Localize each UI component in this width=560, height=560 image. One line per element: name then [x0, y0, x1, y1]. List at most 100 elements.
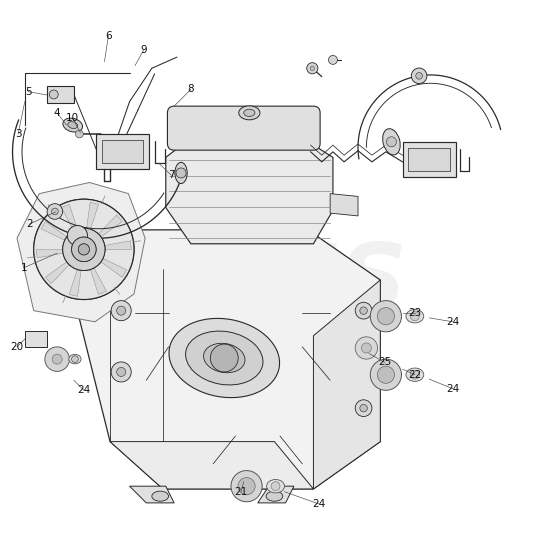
Circle shape [370, 301, 402, 332]
Ellipse shape [406, 310, 424, 323]
Circle shape [63, 228, 105, 270]
Circle shape [47, 204, 63, 220]
Circle shape [72, 356, 78, 362]
Circle shape [34, 199, 134, 300]
FancyBboxPatch shape [408, 148, 450, 171]
Polygon shape [87, 259, 106, 295]
Text: 5: 5 [25, 87, 31, 97]
Ellipse shape [152, 491, 169, 501]
Circle shape [411, 68, 427, 83]
Text: 2: 2 [26, 220, 32, 229]
Circle shape [72, 237, 96, 262]
Circle shape [361, 343, 371, 353]
Polygon shape [62, 204, 81, 240]
Circle shape [355, 302, 372, 319]
Circle shape [386, 137, 396, 147]
Circle shape [78, 244, 90, 255]
Polygon shape [17, 183, 145, 322]
Polygon shape [129, 486, 174, 503]
Polygon shape [36, 249, 74, 258]
Ellipse shape [68, 122, 78, 129]
Polygon shape [87, 259, 106, 295]
Ellipse shape [69, 354, 81, 364]
Circle shape [176, 168, 186, 178]
Circle shape [49, 90, 58, 99]
Circle shape [76, 130, 83, 138]
Text: 7: 7 [168, 170, 175, 180]
Circle shape [34, 199, 134, 300]
Ellipse shape [266, 491, 283, 501]
Polygon shape [92, 254, 127, 277]
Circle shape [377, 366, 394, 383]
Ellipse shape [203, 343, 245, 373]
Text: 24: 24 [446, 384, 459, 394]
Circle shape [116, 367, 125, 376]
Polygon shape [85, 202, 99, 240]
Text: 22: 22 [408, 370, 422, 380]
Ellipse shape [267, 479, 284, 493]
Polygon shape [45, 255, 76, 283]
Polygon shape [91, 215, 122, 244]
Polygon shape [94, 241, 131, 249]
Polygon shape [71, 230, 380, 489]
FancyBboxPatch shape [25, 332, 47, 347]
Text: 23: 23 [408, 309, 422, 319]
Circle shape [116, 306, 125, 315]
FancyBboxPatch shape [102, 139, 143, 163]
FancyBboxPatch shape [167, 106, 320, 150]
Circle shape [360, 307, 367, 314]
Circle shape [310, 66, 315, 71]
Ellipse shape [169, 319, 279, 398]
Ellipse shape [63, 118, 82, 132]
Polygon shape [41, 222, 76, 245]
Circle shape [410, 370, 419, 379]
Text: 20: 20 [11, 342, 24, 352]
Circle shape [377, 307, 394, 325]
Polygon shape [166, 138, 333, 244]
Circle shape [360, 404, 367, 412]
Circle shape [231, 470, 262, 502]
Ellipse shape [239, 106, 260, 120]
Polygon shape [69, 259, 82, 296]
Text: 3: 3 [15, 129, 21, 139]
FancyBboxPatch shape [47, 86, 74, 103]
FancyBboxPatch shape [403, 142, 455, 177]
Circle shape [72, 237, 96, 262]
Polygon shape [45, 255, 76, 283]
Circle shape [355, 400, 372, 417]
Ellipse shape [175, 162, 187, 184]
Polygon shape [69, 259, 82, 296]
Text: 4: 4 [54, 108, 60, 118]
Circle shape [52, 354, 62, 364]
Text: 10: 10 [66, 114, 80, 123]
Polygon shape [36, 249, 74, 258]
Polygon shape [330, 194, 358, 216]
Circle shape [271, 482, 280, 491]
Text: 24: 24 [312, 499, 325, 509]
Circle shape [307, 63, 318, 74]
Text: 25: 25 [378, 357, 391, 367]
Circle shape [355, 337, 377, 359]
Circle shape [238, 478, 255, 494]
Polygon shape [85, 202, 99, 240]
Polygon shape [94, 241, 131, 249]
Circle shape [370, 359, 402, 390]
Polygon shape [62, 204, 81, 240]
Circle shape [416, 72, 422, 79]
Polygon shape [258, 486, 294, 503]
Ellipse shape [244, 109, 255, 116]
Circle shape [410, 312, 419, 321]
Circle shape [67, 226, 87, 245]
Text: 8: 8 [188, 85, 194, 95]
Polygon shape [41, 222, 76, 245]
Circle shape [52, 208, 58, 215]
Circle shape [111, 301, 131, 321]
Ellipse shape [382, 129, 400, 155]
Circle shape [63, 228, 105, 270]
Circle shape [211, 344, 238, 372]
Circle shape [329, 55, 337, 64]
Ellipse shape [185, 331, 263, 385]
Text: AGIS: AGIS [153, 240, 407, 332]
Text: 21: 21 [235, 487, 248, 497]
Polygon shape [110, 442, 314, 489]
